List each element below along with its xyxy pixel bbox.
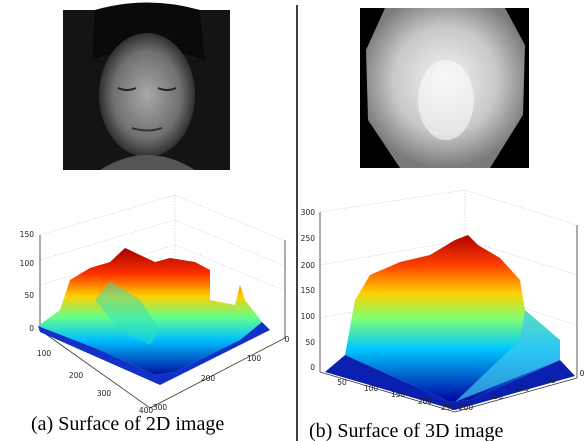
y-tick-label: 0: [580, 369, 585, 378]
x-tick-label: 400: [139, 406, 154, 415]
z-tick-label: 100: [20, 259, 35, 268]
x-tick-label: 200: [418, 397, 433, 406]
z-tick-label: 300: [301, 208, 316, 217]
depth-photo: [360, 8, 529, 168]
y-tick-label: 200: [459, 403, 474, 412]
z-tick-label: 150: [20, 230, 35, 239]
y-tick-label: 100: [247, 354, 262, 363]
y-tick-label: 0: [285, 335, 290, 344]
y-tick-label: 200: [201, 374, 216, 383]
y-tick-label: 150: [489, 392, 504, 401]
z-tick-label: 250: [301, 234, 316, 243]
y-tick-label: 100: [515, 384, 530, 393]
x-tick-label: 150: [391, 390, 406, 399]
x-tick-label: 50: [337, 378, 347, 387]
face-photo: [63, 2, 230, 170]
x-tick-label: 300: [97, 389, 112, 398]
z-tick-label: 50: [24, 291, 34, 300]
z-tick-label: 200: [301, 261, 316, 270]
caption: (b) Surface of 3D image: [309, 420, 503, 441]
z-tick-label: 0: [29, 324, 34, 333]
x-tick-label: 100: [364, 384, 379, 393]
caption: (a) Surface of 2D image: [31, 413, 224, 435]
x-tick-label: 250: [441, 403, 456, 412]
y-tick-label: 50: [546, 376, 556, 385]
x-tick-label: 200: [69, 371, 84, 380]
z-tick-label: 150: [301, 286, 316, 295]
surface-plot: [319, 189, 578, 413]
y-tick-label: 300: [153, 403, 168, 412]
z-tick-label: 100: [301, 312, 316, 321]
x-tick-label: 100: [37, 349, 52, 358]
z-tick-label: 0: [310, 363, 315, 372]
z-tick-label: 50: [305, 338, 315, 347]
surface-plot: [38, 194, 286, 409]
